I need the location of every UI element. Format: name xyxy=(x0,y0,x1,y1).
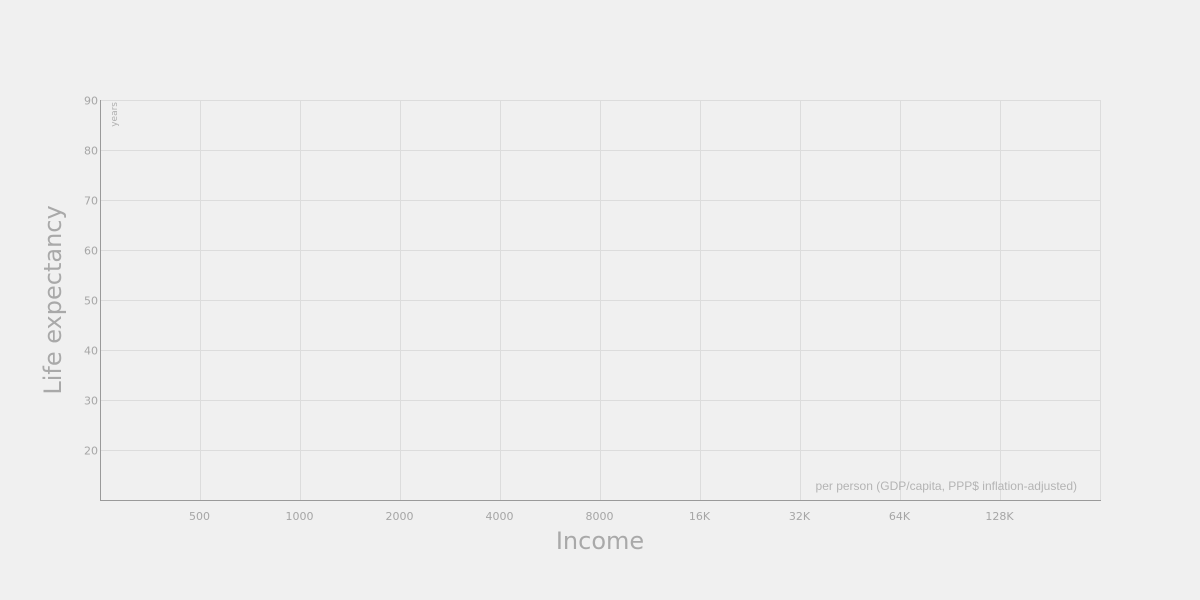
y-tick-labels: 20 30 40 50 60 70 80 90 xyxy=(84,95,98,458)
x-tick-label: 1000 xyxy=(286,510,314,523)
y-tick-label: 20 xyxy=(84,445,98,458)
x-tick-label: 64K xyxy=(889,510,911,523)
y-axis-title[interactable]: Life expectancy xyxy=(39,205,67,394)
x-tick-label: 32K xyxy=(789,510,811,523)
y-tick-label: 30 xyxy=(84,395,98,408)
x-tick-label: 128K xyxy=(985,510,1014,523)
x-tick-label: 2000 xyxy=(386,510,414,523)
y-tick-label: 40 xyxy=(84,345,98,358)
y-tick-label: 90 xyxy=(84,95,98,108)
y-tick-label: 60 xyxy=(84,245,98,258)
y-tick-label: 70 xyxy=(84,195,98,208)
y-tick-label: 80 xyxy=(84,145,98,158)
x-axis-subtitle: per person (GDP/capita, PPP$ inflation-a… xyxy=(816,479,1077,493)
x-tick-labels: 500 1000 2000 4000 8000 16K 32K 64K 128K xyxy=(189,510,1014,523)
x-axis-title[interactable]: Income xyxy=(556,527,644,555)
y-axis-unit: years xyxy=(110,102,120,127)
x-tick-label: 8000 xyxy=(586,510,614,523)
x-tick-label: 4000 xyxy=(486,510,514,523)
grid xyxy=(100,100,1101,500)
x-tick-label: 500 xyxy=(189,510,210,523)
y-tick-label: 50 xyxy=(84,295,98,308)
x-tick-label: 16K xyxy=(689,510,711,523)
